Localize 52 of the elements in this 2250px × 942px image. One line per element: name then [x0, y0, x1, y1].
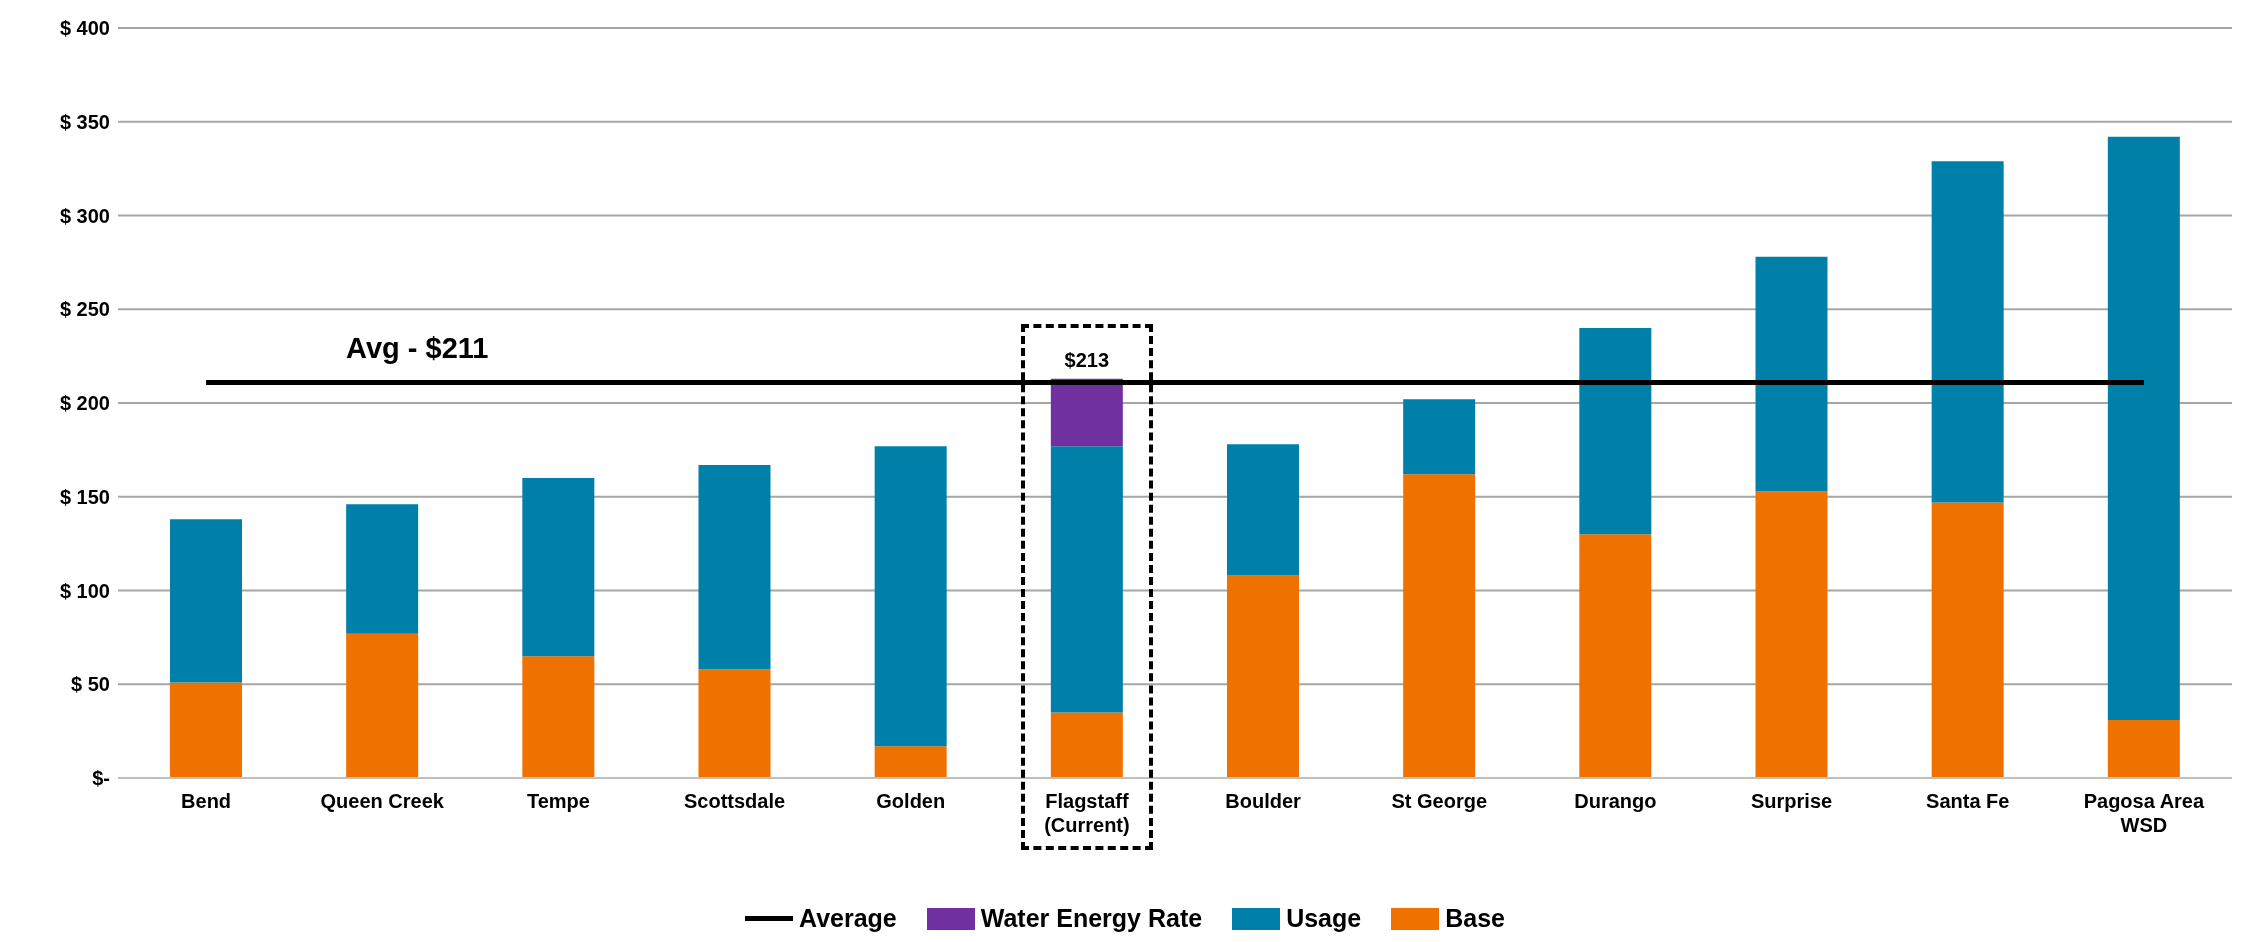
y-tick-label: $ 100 — [59, 579, 110, 602]
bar — [1931, 502, 2004, 778]
y-tick-label: $ 250 — [59, 298, 110, 321]
x-tick-label: Surprise — [1751, 790, 1833, 812]
bar — [1050, 446, 1123, 713]
x-tick-label: Scottsdale — [684, 790, 786, 812]
x-tick-label: Durango — [1574, 790, 1657, 812]
bar — [1403, 474, 1476, 778]
y-tick-label: $ 50 — [71, 673, 110, 696]
x-tick-label: Queen Creek — [320, 790, 445, 812]
bar — [2107, 136, 2180, 720]
x-tick-label: Tempe — [526, 790, 590, 812]
bar — [522, 478, 595, 657]
annotation: Avg - $211 — [346, 332, 489, 366]
bar — [1931, 161, 2004, 503]
x-tick-label: Flagstaff (Current) — [1044, 790, 1130, 836]
bar — [346, 504, 419, 634]
bar — [170, 682, 242, 778]
bar — [1579, 328, 1652, 535]
bar — [698, 464, 771, 670]
bar — [1579, 534, 1652, 778]
bar — [1755, 256, 1828, 492]
bar — [874, 746, 947, 778]
bar — [1227, 444, 1299, 576]
bar — [2107, 719, 2180, 778]
x-tick-label: Golden — [876, 790, 946, 812]
x-tick-label: Pagosa Area WSD — [2083, 790, 2205, 836]
bar — [1755, 491, 1828, 778]
total-label: $213 — [1064, 348, 1110, 371]
bar — [1050, 712, 1123, 778]
y-tick-label: $ 150 — [59, 485, 110, 508]
legend-label: Average — [799, 904, 897, 933]
bar — [874, 446, 947, 747]
legend-label: Water Energy Rate — [980, 904, 1203, 933]
y-tick-label: $- — [92, 767, 110, 790]
x-tick-label: Boulder — [1225, 790, 1302, 812]
legend-label: Base — [1445, 904, 1505, 933]
y-tick-label: $ 350 — [59, 110, 110, 133]
y-tick-label: $ 200 — [59, 392, 110, 415]
y-tick-label: $ 400 — [59, 17, 110, 40]
x-tick-label: Bend — [181, 790, 232, 812]
x-tick-label: St George — [1391, 790, 1488, 812]
bar — [1050, 378, 1123, 447]
y-tick-label: $ 300 — [59, 204, 110, 227]
legend-label: Usage — [1286, 904, 1362, 933]
bar — [346, 633, 419, 778]
x-tick-label: Santa Fe — [1926, 790, 2010, 812]
bar — [1227, 575, 1299, 778]
bar — [522, 656, 595, 778]
bar — [1403, 399, 1476, 475]
bar — [698, 669, 771, 778]
bar — [170, 519, 242, 683]
